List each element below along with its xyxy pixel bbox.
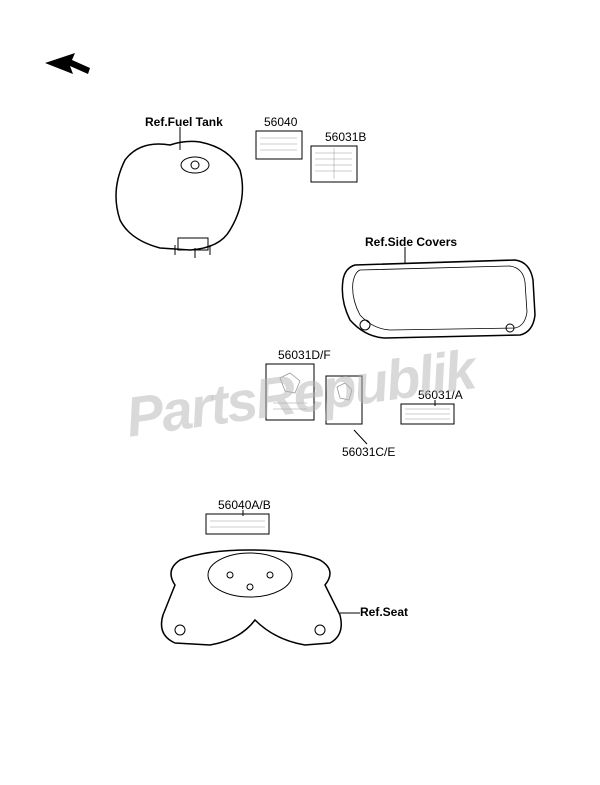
part-label-56031A: 56031/A	[418, 388, 463, 402]
part-label-56031DF: 56031D/F	[278, 348, 331, 362]
direction-arrow-icon	[40, 48, 100, 88]
label-box-56031CE	[325, 375, 365, 427]
ref-seat-label: Ref.Seat	[360, 605, 408, 619]
label-box-56031B	[310, 145, 360, 185]
lead-line-56040AB	[238, 508, 248, 518]
lead-line-56031A	[430, 398, 440, 408]
lead-line-fuel-tank	[175, 125, 195, 155]
seat-shape	[145, 545, 360, 660]
lead-line-side-covers	[400, 245, 410, 265]
part-label-56040: 56040	[264, 115, 297, 129]
label-box-56040	[255, 130, 305, 162]
lead-line-seat	[338, 608, 363, 618]
part-label-56031B: 56031B	[325, 130, 366, 144]
side-cover-shape	[335, 250, 545, 360]
lead-line-56031CE	[352, 428, 372, 448]
label-box-56031DF	[265, 363, 317, 423]
label-box-56031A	[400, 403, 457, 427]
ref-side-covers-label: Ref.Side Covers	[365, 235, 457, 249]
diagram-container: Ref.Fuel Tank 56040 56031B Ref.Side Cove…	[0, 0, 600, 785]
